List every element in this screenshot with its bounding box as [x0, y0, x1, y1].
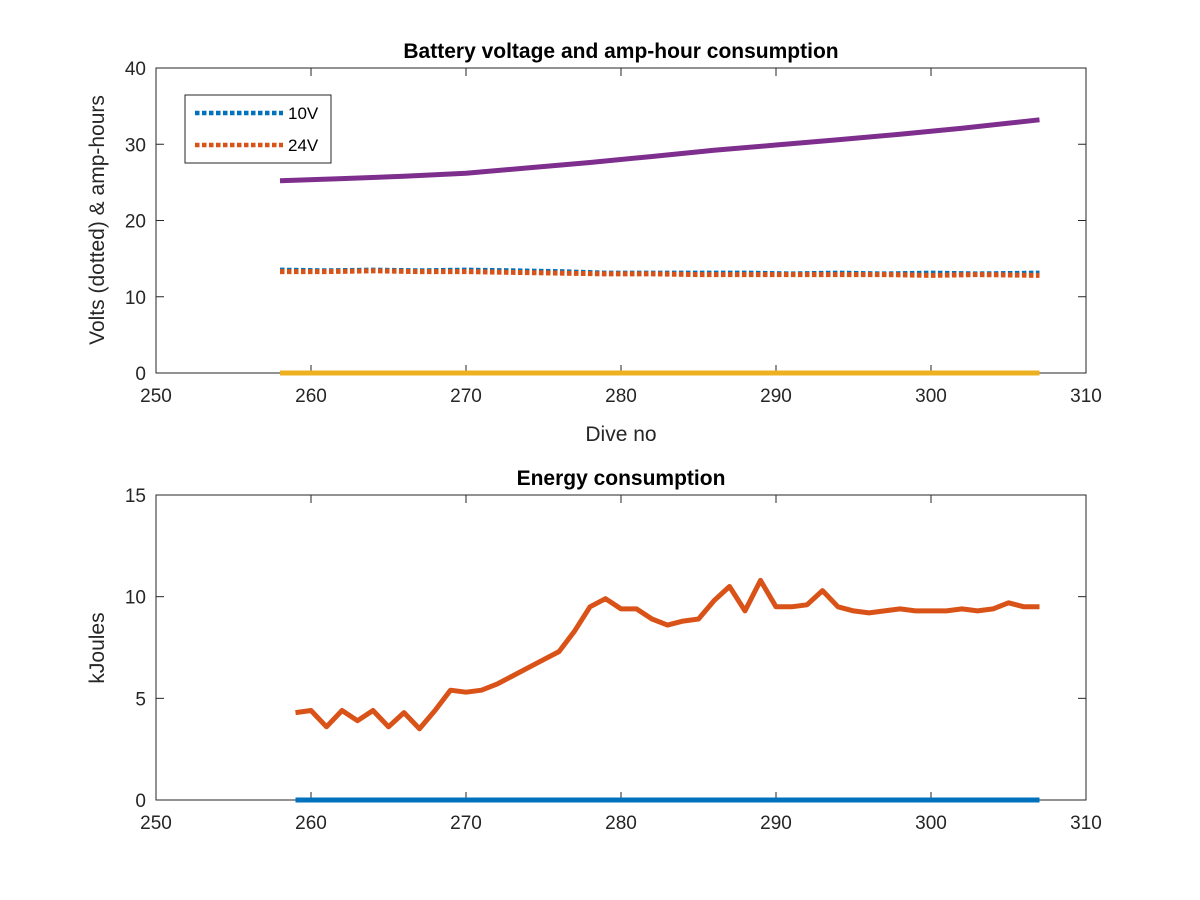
chart-1-ticks: 250 260 270 280 290 300 310 0 10 20 30 40: [125, 59, 1102, 407]
chart-1-ylabel: Volts (dotted) & amp-hours: [86, 95, 109, 345]
y-tick-label: 10: [125, 288, 146, 309]
chart-1-series: [279, 117, 1040, 376]
x-tick-label: 260: [295, 813, 327, 834]
chart-2-ylabel: kJoules: [86, 612, 109, 683]
legend-label-10v: 10V: [288, 104, 319, 123]
x-tick-label: 280: [605, 386, 637, 407]
chart-2-series-2-line: [295, 577, 1040, 732]
chart-1-xlabel: Dive no: [585, 423, 656, 446]
y-tick-label: 5: [135, 689, 146, 710]
chart-2-ticks: 250 260 270 280 290 300 310 0 5 10 15: [125, 486, 1102, 834]
x-tick-label: 290: [760, 813, 792, 834]
x-tick-label: 290: [760, 386, 792, 407]
x-tick-label: 310: [1070, 386, 1102, 407]
x-tick-label: 300: [915, 813, 947, 834]
chart-2-series: [295, 577, 1040, 803]
y-tick-label: 10: [125, 588, 146, 609]
x-tick-label: 260: [295, 386, 327, 407]
chart-1-legend: 10V 24V: [184, 94, 332, 164]
x-tick-label: 250: [140, 386, 172, 407]
x-tick-label: 270: [450, 386, 482, 407]
x-tick-label: 270: [450, 813, 482, 834]
legend-label-24v: 24V: [288, 136, 319, 155]
y-tick-label: 30: [125, 135, 146, 156]
chart-2: Energy consumption kJoules 250 260 270 280 2…: [86, 467, 1102, 834]
chart-2-title: Energy consumption: [517, 467, 726, 490]
x-tick-label: 310: [1070, 813, 1102, 834]
x-tick-label: 280: [605, 813, 637, 834]
y-tick-label: 15: [125, 486, 146, 507]
y-tick-label: 40: [125, 59, 146, 80]
y-tick-label: 0: [135, 364, 146, 385]
legend-box: [184, 94, 332, 164]
chart-1: Battery voltage and amp-hour consumption…: [86, 40, 1102, 446]
chart-1-series-2-line: [280, 268, 1040, 278]
y-tick-label: 20: [125, 212, 146, 233]
x-tick-label: 300: [915, 386, 947, 407]
y-tick-label: 0: [135, 791, 146, 812]
x-tick-label: 250: [140, 813, 172, 834]
chart-1-title: Battery voltage and amp-hour consumption: [403, 40, 838, 63]
chart-1-series-4-line: [279, 117, 1040, 184]
